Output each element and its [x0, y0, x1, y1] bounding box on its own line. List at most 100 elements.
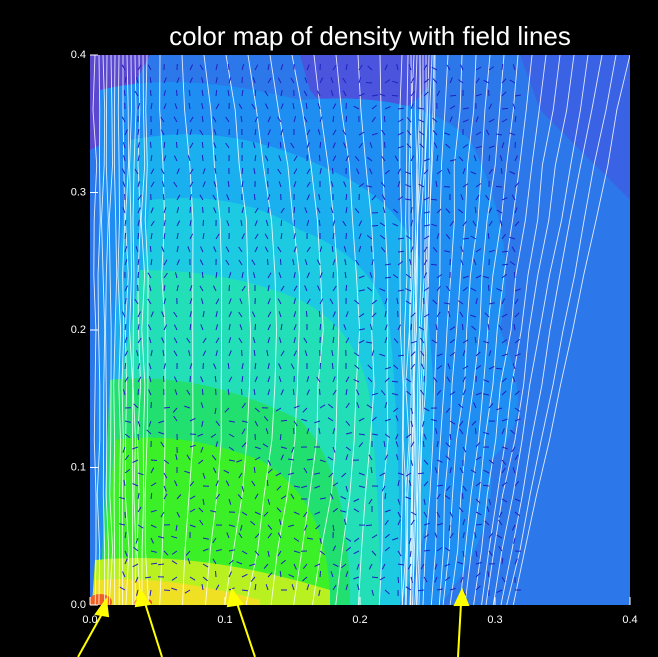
flow-arrow — [228, 64, 229, 70]
flow-arrow — [476, 428, 477, 434]
flow-arrow — [384, 116, 385, 122]
y-tick-label: 0.2 — [71, 324, 86, 336]
x-tick-label: 0.2 — [352, 614, 367, 626]
flow-arrow — [151, 563, 157, 564]
chart-title: color map of density with field lines — [169, 21, 571, 51]
flow-arrow — [190, 207, 191, 213]
flow-arrow — [320, 324, 321, 330]
flow-arrow — [320, 389, 321, 395]
flow-arrow — [151, 460, 157, 461]
flow-arrow — [385, 142, 386, 148]
flow-arrow — [125, 233, 126, 239]
chart: color map of density with field lines 0.… — [0, 0, 658, 657]
flow-arrow — [280, 142, 281, 148]
x-tick-label: 0.3 — [487, 614, 502, 626]
flow-arrow — [332, 168, 333, 174]
flow-arrow — [189, 90, 190, 96]
x-tick-label: 0.1 — [217, 614, 232, 626]
flow-arrow — [164, 407, 170, 408]
flow-arrow — [202, 272, 203, 278]
flow-arrow — [138, 272, 139, 278]
flow-arrow — [392, 95, 398, 96]
x-tick-label: 0.4 — [622, 614, 637, 626]
flow-arrow — [411, 324, 412, 330]
flow-arrow — [125, 363, 126, 369]
flow-arrow — [203, 220, 204, 226]
flow-arrow — [501, 168, 502, 174]
flow-arrow — [254, 467, 255, 473]
flow-arrow — [392, 381, 398, 382]
flow-arrow — [483, 485, 489, 486]
flow-arrow — [366, 525, 372, 526]
flow-arrow — [242, 168, 243, 174]
flow-arrow — [319, 311, 320, 317]
flow-arrow — [280, 434, 281, 440]
x-tick-label: 0.0 — [82, 614, 97, 626]
flow-arrow — [164, 590, 170, 591]
flow-arrow — [294, 207, 295, 213]
flow-arrow — [202, 142, 203, 148]
flow-arrow — [151, 493, 152, 499]
flow-arrow — [319, 220, 320, 226]
flow-arrow — [431, 199, 437, 200]
flow-arrow — [124, 90, 125, 96]
flow-arrow — [372, 577, 378, 578]
density-map — [88, 55, 630, 610]
flow-arrow — [423, 441, 424, 447]
flow-arrow — [202, 389, 203, 395]
flow-arrow — [150, 246, 151, 252]
flow-arrow — [202, 155, 203, 161]
flow-arrow — [320, 363, 321, 369]
flow-arrow — [489, 285, 490, 291]
flow-arrow — [138, 389, 139, 395]
flow-arrow — [281, 420, 287, 421]
flow-arrow — [418, 473, 424, 474]
flow-arrow — [216, 571, 217, 577]
y-tick-label: 0.4 — [71, 49, 86, 61]
flow-arrow — [163, 376, 164, 382]
flow-arrow — [163, 194, 164, 200]
flow-arrow — [151, 142, 152, 148]
flow-arrow — [424, 550, 430, 551]
flow-arrow — [398, 577, 399, 583]
flow-arrow — [306, 311, 307, 317]
flow-arrow — [281, 220, 282, 226]
flow-arrow — [346, 116, 347, 122]
flow-arrow — [319, 155, 320, 161]
flow-arrow — [320, 142, 321, 148]
y-tick-label: 0.1 — [71, 461, 86, 473]
flow-arrow — [151, 90, 152, 96]
flow-arrow — [496, 186, 502, 187]
flow-arrow — [372, 226, 378, 227]
flow-arrow — [320, 571, 321, 577]
flow-arrow — [241, 389, 242, 395]
flow-arrow — [502, 64, 503, 70]
y-tick-label: 0.3 — [71, 186, 86, 198]
y-tick-label: 0.0 — [71, 599, 86, 611]
flow-arrow — [280, 259, 281, 265]
flow-arrow — [463, 324, 464, 330]
flow-arrow — [255, 90, 256, 96]
flow-arrow — [502, 108, 508, 109]
flow-arrow — [346, 285, 347, 291]
flow-arrow — [514, 272, 515, 278]
flow-arrow — [346, 194, 347, 200]
flow-arrow — [255, 324, 256, 330]
flow-arrow — [332, 363, 333, 369]
flow-arrow — [366, 83, 372, 84]
flow-arrow — [293, 389, 294, 395]
flow-arrow — [398, 251, 404, 252]
flow-arrow — [502, 264, 508, 265]
flow-arrow — [450, 95, 456, 96]
flow-arrow — [431, 264, 437, 265]
flow-arrow — [177, 142, 178, 148]
flow-arrow — [333, 272, 334, 278]
flow-arrow — [462, 493, 463, 499]
flow-arrow — [177, 90, 178, 96]
flow-arrow — [489, 155, 490, 161]
flow-arrow — [254, 194, 255, 200]
flow-arrow — [229, 285, 230, 291]
flow-arrow — [216, 90, 217, 96]
flow-arrow — [138, 233, 139, 239]
flow-arrow — [268, 259, 269, 265]
